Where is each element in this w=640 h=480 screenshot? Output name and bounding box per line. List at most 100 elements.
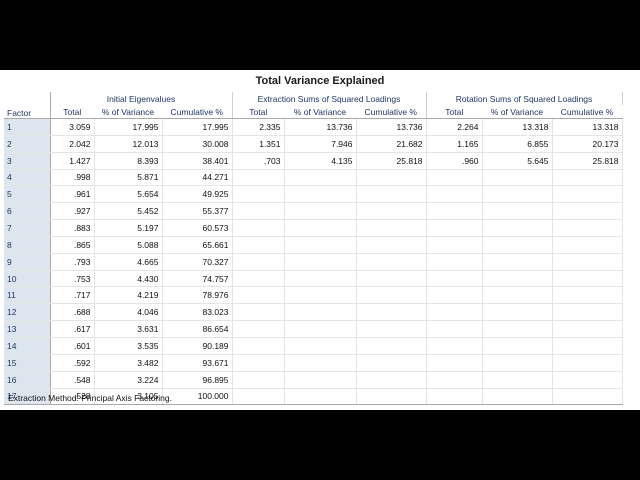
value-cell [232, 354, 285, 372]
value-cell: 3.535 [94, 337, 163, 355]
value-cell: 49.925 [162, 185, 233, 204]
value-cell: 55.377 [162, 202, 233, 221]
value-cell [426, 303, 483, 322]
cumulative-header: Cumulative % [356, 105, 427, 119]
value-cell: 2.335 [232, 118, 285, 136]
value-cell [552, 354, 623, 372]
extraction-header: Extraction Sums of Squared Loadings [232, 92, 427, 105]
value-cell: .927 [50, 202, 95, 221]
value-cell [232, 303, 285, 322]
value-cell [482, 219, 553, 237]
value-cell: 65.661 [162, 236, 233, 254]
value-cell: 3.224 [94, 371, 163, 389]
value-cell: 4.430 [94, 270, 163, 288]
value-cell [482, 202, 553, 221]
value-cell: 1.427 [50, 152, 95, 170]
value-cell [552, 337, 623, 355]
value-cell [284, 303, 357, 322]
value-cell [482, 303, 553, 322]
value-cell: 12.013 [94, 135, 163, 153]
value-cell: .601 [50, 337, 95, 355]
value-cell [232, 236, 285, 254]
value-cell: 4.219 [94, 286, 163, 305]
factor-cell: 2 [4, 135, 51, 153]
total-header: Total [426, 105, 482, 119]
value-cell: 25.818 [552, 152, 623, 170]
value-cell [284, 337, 357, 355]
value-cell: .717 [50, 286, 95, 305]
table-row: 13.617 3.631 86.654 [4, 320, 623, 338]
value-cell: 5.088 [94, 236, 163, 254]
value-cell: .753 [50, 270, 95, 288]
value-cell: .592 [50, 354, 95, 372]
value-cell [232, 337, 285, 355]
factor-cell: 9 [4, 253, 51, 271]
table-row: 9.793 4.665 70.327 [4, 253, 623, 271]
value-cell [426, 270, 483, 288]
cumulative-header: Cumulative % [162, 105, 233, 119]
value-cell [284, 270, 357, 288]
value-cell [426, 202, 483, 221]
table-row: 2 2.042 12.013 30.008 1.351 7.946 21.682 1.165 6… [4, 135, 623, 153]
factor-cell: 15 [4, 354, 51, 372]
value-cell: 30.008 [162, 135, 233, 153]
table-row: 3 1.427 8.393 38.401.703 4.135 25.818.960 5.64… [4, 152, 623, 170]
value-cell [284, 219, 357, 237]
value-cell: .688 [50, 303, 95, 322]
value-cell [426, 253, 483, 271]
footnote: Extraction Method: Principal Axis Factor… [8, 393, 172, 403]
value-cell [426, 236, 483, 254]
value-cell [356, 354, 427, 372]
value-cell: 4.665 [94, 253, 163, 271]
value-cell: 38.401 [162, 152, 233, 170]
value-cell [232, 253, 285, 271]
value-cell: 60.573 [162, 219, 233, 237]
value-cell [482, 236, 553, 254]
value-cell [552, 286, 623, 305]
factor-cell: 5 [4, 185, 51, 204]
value-cell [552, 388, 623, 406]
value-cell: 4.046 [94, 303, 163, 322]
value-cell [284, 286, 357, 305]
value-cell [426, 169, 483, 187]
value-cell [284, 169, 357, 187]
value-cell: 93.671 [162, 354, 233, 372]
value-cell [482, 253, 553, 271]
total-header: Total [50, 105, 94, 119]
table-row: 6.927 5.452 55.377 [4, 202, 623, 221]
value-cell: 21.682 [356, 135, 427, 153]
value-cell [356, 320, 427, 338]
table-row: 15.592 3.482 93.671 [4, 354, 623, 372]
value-cell [356, 169, 427, 187]
value-cell: 5.197 [94, 219, 163, 237]
header-group-row: Factor Initial Eigenvalues Extraction Su… [4, 92, 623, 119]
value-cell [232, 320, 285, 338]
value-cell [284, 253, 357, 271]
value-cell [232, 388, 285, 406]
value-cell [552, 371, 623, 389]
value-cell: 5.654 [94, 185, 163, 204]
initial-eigenvalues-header: Initial Eigenvalues [50, 92, 233, 105]
factor-cell: 3 [4, 152, 51, 170]
value-cell: 5.645 [482, 152, 553, 170]
factor-cell: 8 [4, 236, 51, 254]
value-cell: .883 [50, 219, 95, 237]
value-cell: .998 [50, 169, 95, 187]
value-cell [482, 286, 553, 305]
value-cell: 96.895 [162, 371, 233, 389]
value-cell: 13.736 [284, 118, 357, 136]
table-row: 8.865 5.088 65.661 [4, 236, 623, 254]
value-cell [482, 320, 553, 338]
value-cell [356, 371, 427, 389]
value-cell [356, 286, 427, 305]
factor-cell: 6 [4, 202, 51, 221]
value-cell: 17.995 [162, 118, 233, 136]
value-cell: .703 [232, 152, 285, 170]
value-cell: .961 [50, 185, 95, 204]
value-cell [284, 185, 357, 204]
value-cell [356, 185, 427, 204]
value-cell [552, 236, 623, 254]
value-cell: 3.059 [50, 118, 95, 136]
value-cell [426, 185, 483, 204]
value-cell [284, 202, 357, 221]
